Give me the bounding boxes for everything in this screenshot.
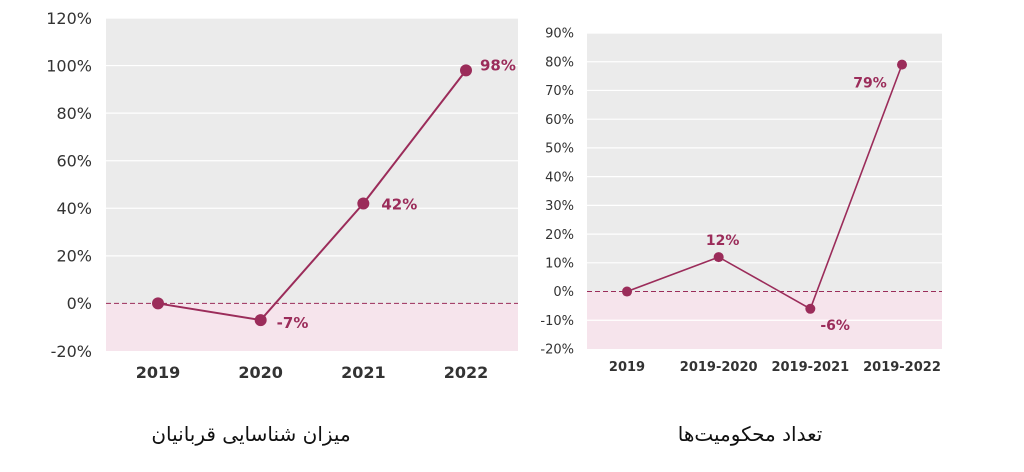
- data-point: [254, 314, 267, 327]
- x-tick-label: 2022: [444, 363, 489, 382]
- data-label: -6%: [820, 318, 850, 334]
- y-tick-label: 100%: [46, 56, 92, 75]
- y-tick-label: 40%: [545, 170, 574, 185]
- data-point: [897, 59, 907, 70]
- data-label: 42%: [381, 196, 417, 214]
- y-tick-label: -10%: [540, 314, 574, 329]
- y-tick-label: 40%: [56, 199, 92, 218]
- data-label: -7%: [277, 314, 309, 332]
- x-tick-label: 2021: [341, 363, 386, 382]
- y-tick-label: 60%: [545, 113, 574, 128]
- caption-victim-identification: میزان شناسایی قربانیان: [151, 422, 351, 446]
- x-tick-label: 2019: [136, 363, 181, 382]
- data-point: [460, 64, 472, 77]
- negative-region: [106, 303, 518, 351]
- data-point: [152, 297, 164, 310]
- data-point: [622, 286, 632, 297]
- y-tick-label: 80%: [545, 55, 574, 70]
- y-tick-label: 10%: [545, 256, 574, 271]
- chart-convictions: -20% -10% 0% 10% 20% 30% 40% 50% 60% 70% 80% 90% 201…: [540, 27, 942, 375]
- caption-convictions: تعداد محکومیت‌ها: [677, 422, 823, 446]
- y-tick-label: 60%: [56, 151, 92, 170]
- y-tick-label: 50%: [545, 142, 574, 157]
- y-tick-label: 0%: [553, 285, 574, 300]
- x-tick-label: 2019-2022: [863, 360, 941, 375]
- data-label: 98%: [480, 56, 516, 74]
- y-tick-label: 70%: [545, 84, 574, 99]
- y-tick-label: 20%: [56, 247, 92, 266]
- x-tick-label: 2019-2020: [680, 360, 758, 375]
- data-point: [357, 197, 370, 210]
- x-tick-label: 2020: [238, 363, 283, 382]
- y-tick-label: -20%: [540, 343, 574, 358]
- series-line: [626, 64, 903, 310]
- y-tick-label: 30%: [545, 199, 574, 214]
- y-tick-label: 80%: [56, 104, 92, 123]
- y-tick-label: 90%: [545, 27, 574, 42]
- x-tick-label: 2019-2021: [771, 360, 849, 375]
- plot-area: [106, 18, 518, 351]
- y-tick-label: 120%: [46, 9, 92, 28]
- chart-victim-identification: -20% 0% 20% 40% 60% 80% 100% 120% 2019 2020 2021 20…: [46, 9, 518, 382]
- y-tick-label: 0%: [67, 294, 92, 313]
- x-tick-label: 2019: [609, 360, 645, 375]
- data-point: [713, 252, 724, 263]
- data-point: [805, 303, 816, 314]
- y-tick-label: 20%: [545, 228, 574, 243]
- series-line: [157, 69, 467, 322]
- data-label: 12%: [706, 233, 740, 249]
- y-tick-label: -20%: [51, 342, 92, 361]
- data-label: 79%: [853, 76, 887, 92]
